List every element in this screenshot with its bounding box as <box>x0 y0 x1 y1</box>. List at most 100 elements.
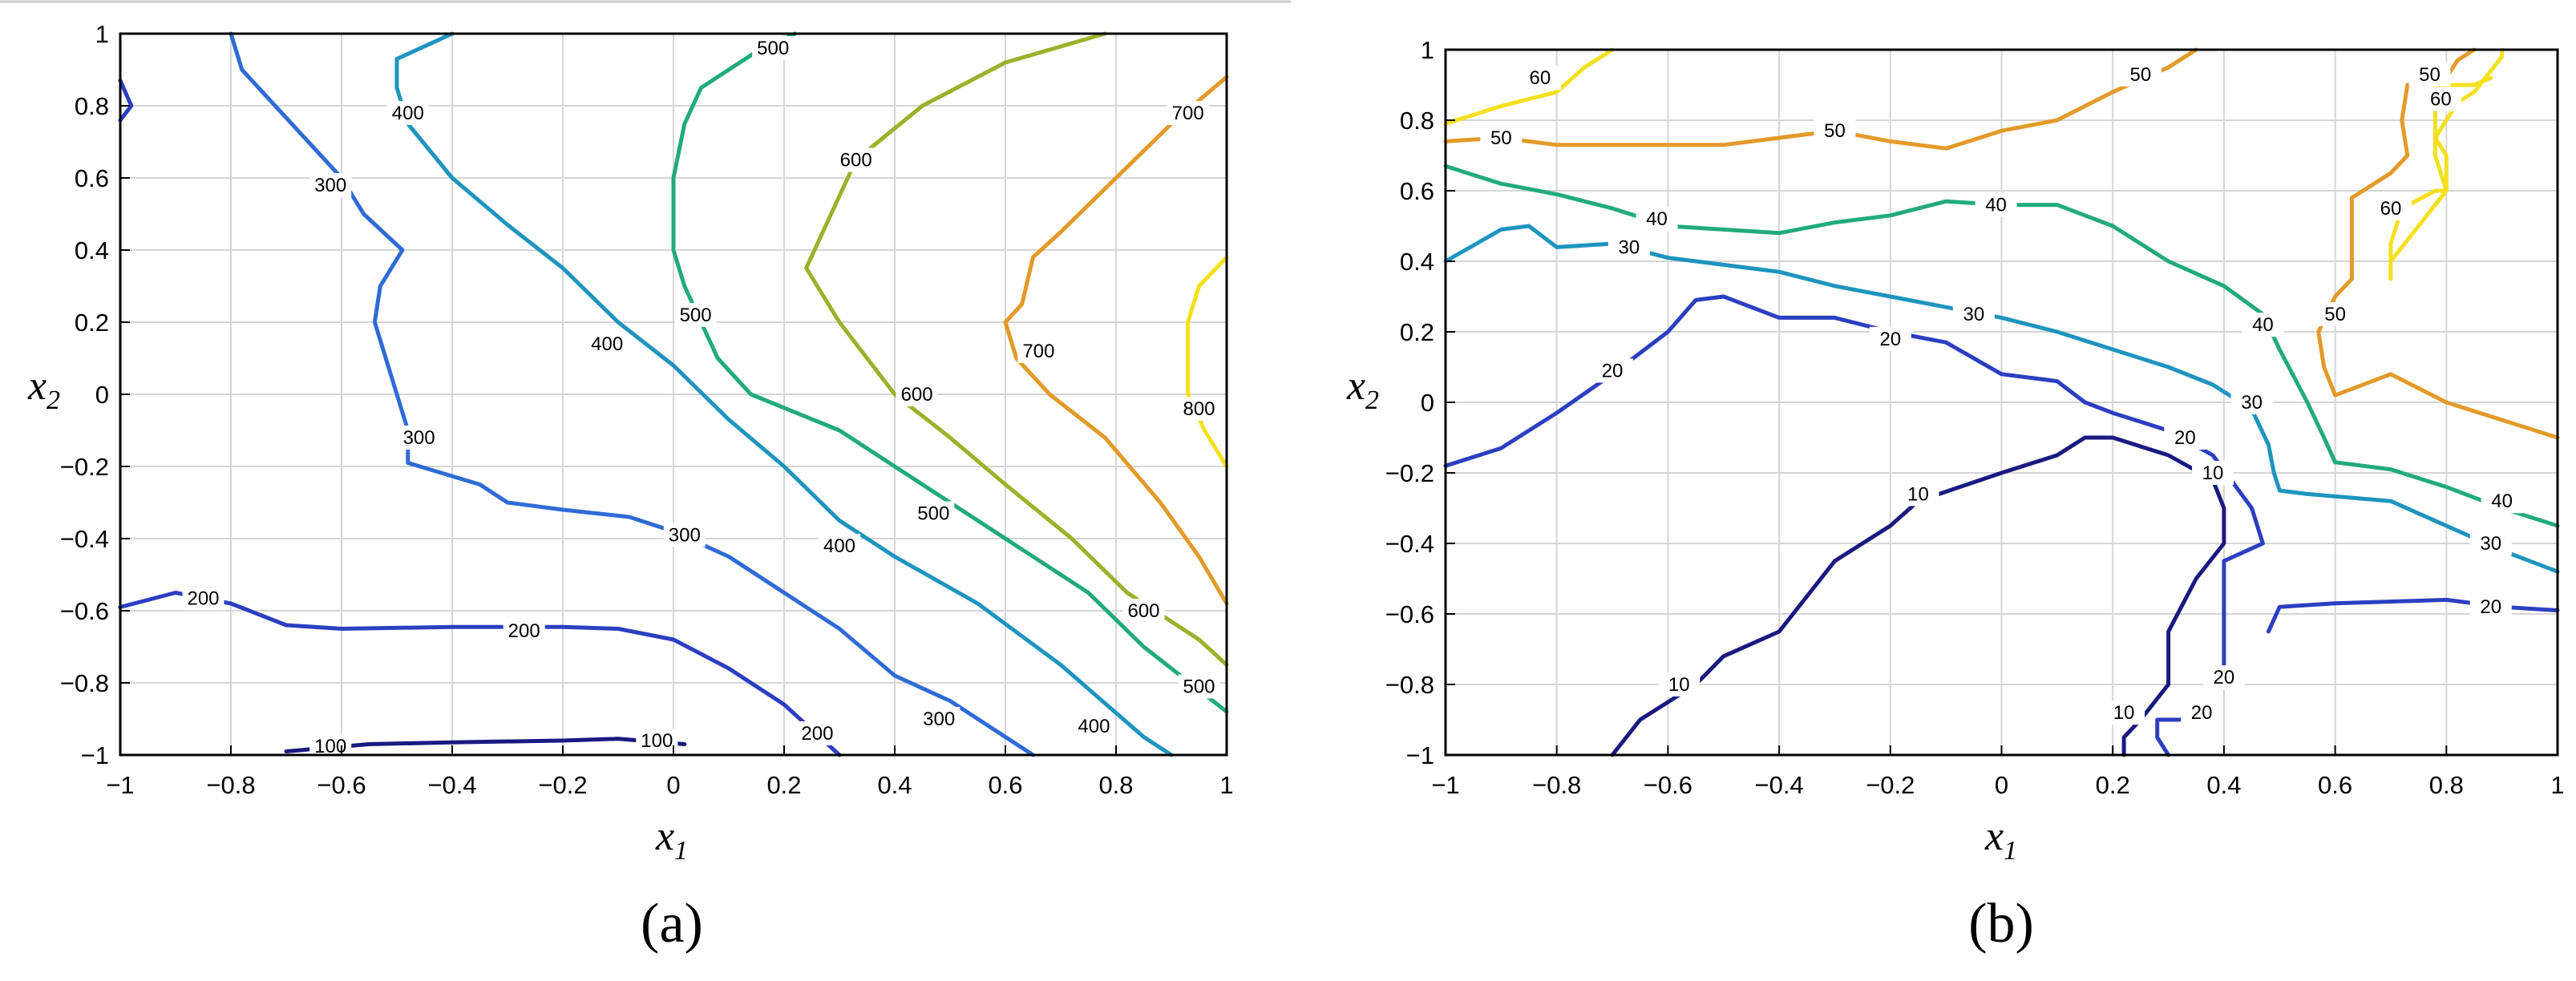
contour-label: 30 <box>2480 533 2501 555</box>
contour-label-background <box>2181 700 2223 725</box>
x-tick-label: −0.8 <box>206 771 255 799</box>
contour-label: 10 <box>2113 702 2135 724</box>
contour-line-10 <box>1610 435 2226 757</box>
contour-label-background <box>2481 489 2523 514</box>
contour-line-unlabeled <box>118 79 134 123</box>
y-tick-label: −1 <box>1406 741 1434 769</box>
contour-label: 800 <box>1183 398 1215 420</box>
contour-label-background <box>182 586 224 611</box>
y-tick-label: 0.4 <box>1400 248 1434 276</box>
contour-label-background <box>2369 196 2412 220</box>
contour-label: 400 <box>392 103 424 124</box>
x-tick-label: 1 <box>2550 771 2564 799</box>
x-tick-label: 0.2 <box>2096 771 2130 799</box>
x-tick-label: 0.2 <box>766 771 801 799</box>
contour-label-background <box>918 707 960 731</box>
y-tick-label: 0.4 <box>75 236 109 264</box>
contour-label-background <box>663 523 706 547</box>
contour-label: 20 <box>2174 427 2196 449</box>
y-tick-label: −0.4 <box>60 525 109 553</box>
contour-label: 10 <box>2202 462 2224 484</box>
contour-label: 700 <box>1022 341 1054 362</box>
x-tick-label: −0.4 <box>427 771 476 799</box>
contour-label: 30 <box>2241 392 2263 414</box>
contour-label-background <box>309 173 352 197</box>
contour-label: 400 <box>823 535 855 557</box>
contour-label-background <box>1814 119 1856 143</box>
x-axis-label: x1 <box>1984 813 2017 866</box>
contour-label-background <box>2192 461 2234 485</box>
contour-label-background <box>796 721 839 745</box>
y-tick-label: 0 <box>1421 389 1434 417</box>
x-tick-label: 0 <box>666 771 680 799</box>
x-tick-label: 0.8 <box>2429 771 2464 799</box>
contour-label-background <box>1975 192 2017 217</box>
y-axis-label: x2 <box>1346 363 1379 415</box>
y-tick-label: −0.6 <box>1385 600 1434 628</box>
contour-label: 40 <box>2491 490 2513 512</box>
contour-label-background <box>1607 235 1650 260</box>
y-tick-label: 0.8 <box>1400 107 1434 135</box>
contour-label-background <box>1178 397 1220 421</box>
y-tick-label: −0.4 <box>1385 530 1434 558</box>
contour-label-background <box>1636 207 1678 232</box>
contour-label: 300 <box>403 427 435 449</box>
contour-label: 100 <box>641 730 673 752</box>
contour-label-background <box>835 147 877 172</box>
contour-label: 500 <box>680 305 712 326</box>
contour-label: 700 <box>1172 103 1204 124</box>
contour-label: 300 <box>923 708 955 730</box>
y-tick-label: 0 <box>95 381 109 409</box>
contour-label-background <box>2469 595 2512 620</box>
contour-line-50 <box>2316 47 2560 440</box>
contour-label-background <box>1591 358 1634 383</box>
y-tick-label: 0.2 <box>75 309 109 337</box>
x-axis-label: x1 <box>655 813 688 866</box>
contour-label: 20 <box>2480 596 2501 618</box>
contour-label: 50 <box>2324 304 2346 325</box>
y-tick-label: 0.2 <box>1400 318 1434 346</box>
contour-label: 20 <box>2214 667 2235 688</box>
contour-label: 40 <box>1985 195 2007 216</box>
contour-label: 30 <box>1963 304 1984 325</box>
contour-label-background <box>386 101 429 125</box>
contour-label-background <box>1178 674 1220 699</box>
contour-label: 600 <box>1127 600 1159 622</box>
x-tick-label: −0.2 <box>538 771 587 799</box>
contour-label: 500 <box>757 38 789 59</box>
contour-label: 60 <box>2380 198 2402 220</box>
y-tick-label: 0.8 <box>75 92 109 120</box>
contour-label-background <box>398 426 440 450</box>
y-tick-label: −0.8 <box>60 669 109 697</box>
contour-line-700 <box>1003 75 1229 606</box>
contour-label: 40 <box>2252 314 2274 336</box>
contour-label-background <box>674 303 717 327</box>
contour-label-background <box>912 501 955 526</box>
contour-label: 600 <box>840 150 872 172</box>
contour-label-background <box>1073 714 1115 738</box>
contour-label: 10 <box>1907 483 1929 505</box>
panel-label: (a) <box>641 893 703 955</box>
contour-label: 300 <box>669 525 701 547</box>
contour-label-background <box>2202 665 2245 690</box>
contour-label: 50 <box>2130 64 2152 86</box>
contour-label: 500 <box>917 503 949 525</box>
y-tick-label: 0.6 <box>75 164 109 192</box>
contour-label: 20 <box>1879 329 1901 350</box>
contour-label-background <box>2164 426 2206 450</box>
contour-label-background <box>2469 531 2512 555</box>
contour-label-background <box>2420 87 2462 111</box>
contour-label-background <box>896 382 938 406</box>
contour-label-background <box>1122 599 1165 623</box>
panel-label: (b) <box>1968 893 2034 955</box>
x-tick-label: −1 <box>106 771 134 799</box>
x-tick-label: −0.6 <box>1644 771 1692 799</box>
contour-label-background <box>1017 339 1060 363</box>
contour-label-background <box>1167 101 1209 125</box>
contour-label-background <box>1519 66 1561 91</box>
x-tick-label: −0.6 <box>317 771 366 799</box>
contour-label: 200 <box>801 723 833 745</box>
contour-label: 50 <box>2419 64 2441 86</box>
x-tick-label: 0.8 <box>1098 771 1133 799</box>
